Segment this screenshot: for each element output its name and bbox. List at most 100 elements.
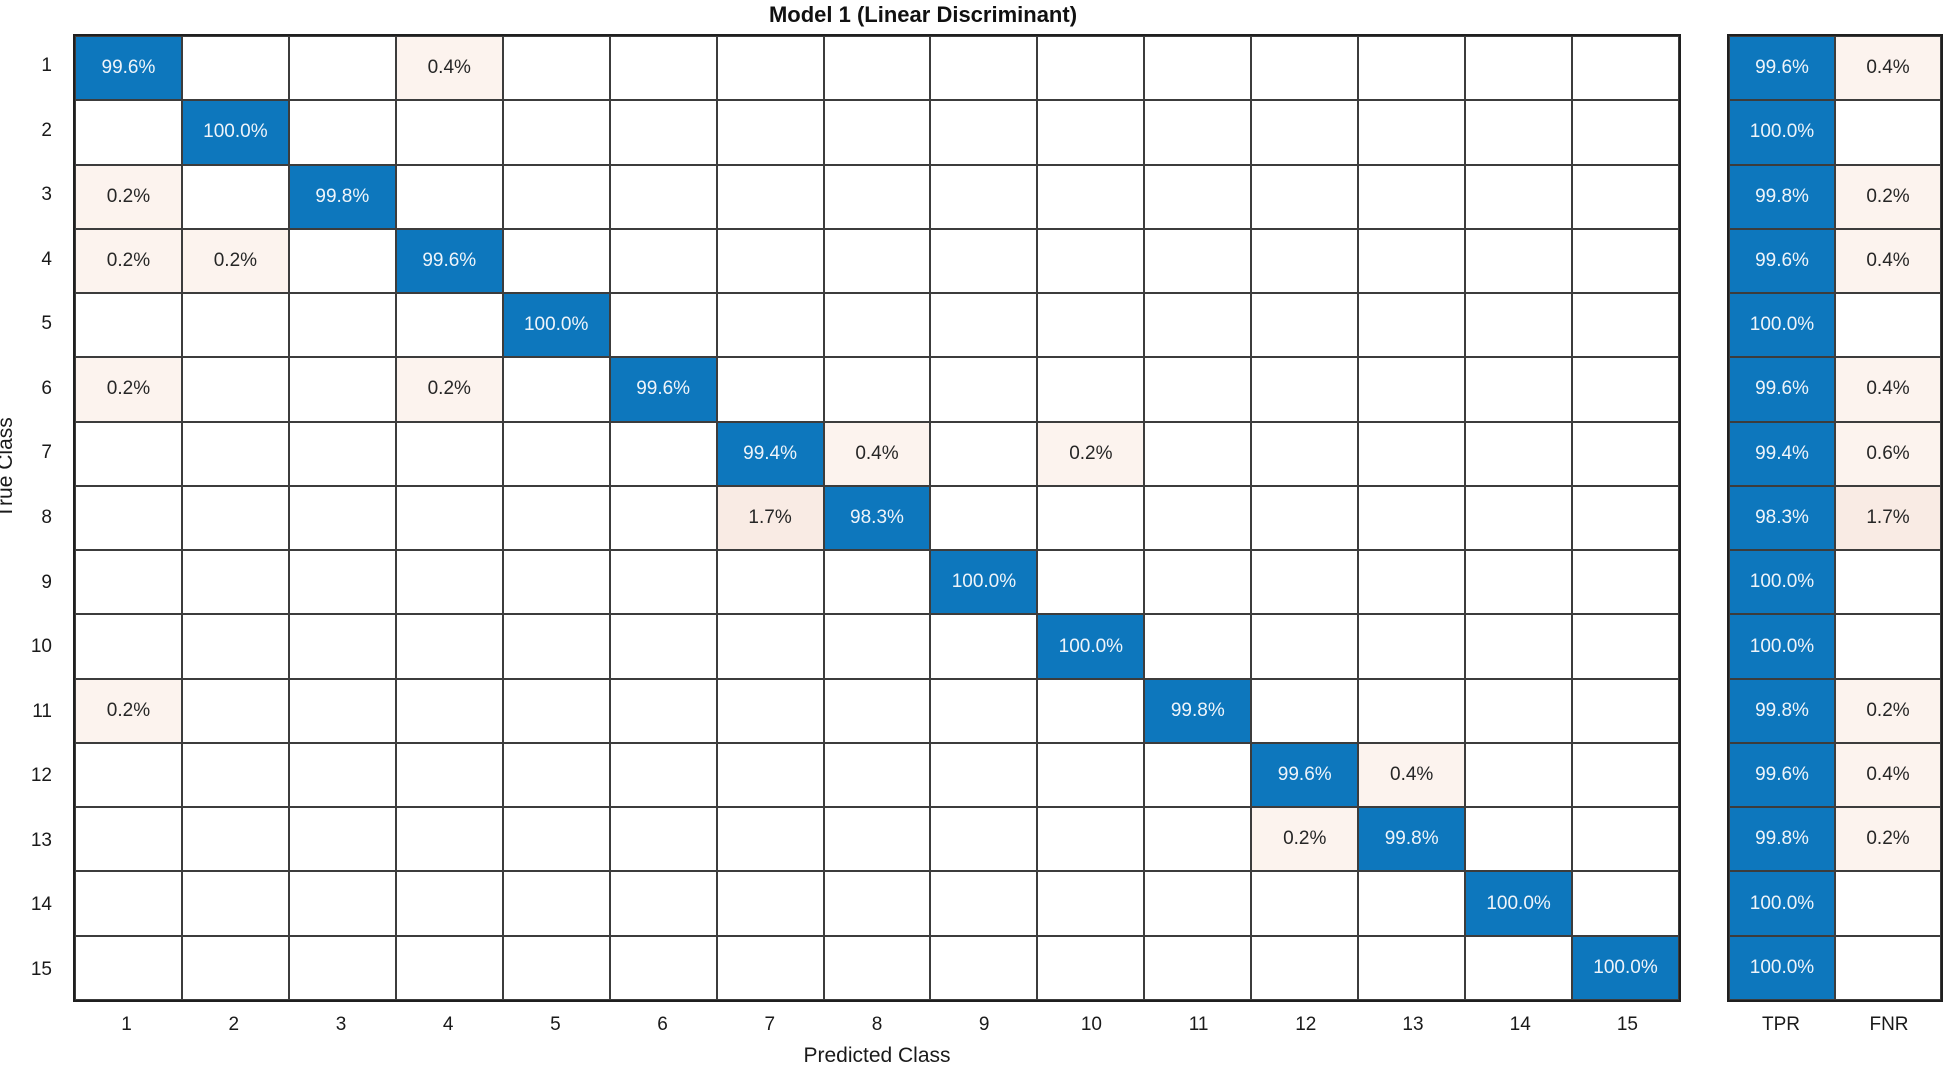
matrix-cell <box>1572 421 1679 486</box>
matrix-cell <box>1251 421 1359 486</box>
fnr-cell: 0.4% <box>1835 36 1941 101</box>
matrix-cell <box>75 100 182 165</box>
matrix-cell <box>1251 935 1359 1000</box>
matrix-cell <box>395 871 503 936</box>
matrix-cell <box>930 614 1038 679</box>
matrix-cell <box>1251 678 1359 743</box>
matrix-cell: 99.4% <box>716 421 824 486</box>
x-tick-label: 9 <box>978 1014 990 1035</box>
matrix-cell <box>823 228 931 294</box>
matrix-cell <box>395 100 503 165</box>
chart-title: Model 1 (Linear Discriminant) <box>768 2 1078 27</box>
matrix-cell <box>1144 293 1252 358</box>
matrix-cell <box>716 678 824 743</box>
matrix-cell <box>75 871 182 936</box>
matrix-cell <box>75 293 182 358</box>
matrix-cell: 99.6% <box>75 36 182 101</box>
matrix-cell <box>609 678 717 743</box>
matrix-cell <box>1572 36 1679 101</box>
tpr-cell: 100.0% <box>1729 100 1835 165</box>
matrix-cell <box>1572 678 1679 743</box>
matrix-cell <box>288 421 396 486</box>
matrix-cell <box>716 742 824 808</box>
tpr-cell: 99.6% <box>1729 228 1835 294</box>
matrix-cell <box>609 421 717 486</box>
matrix-cell <box>1251 357 1359 422</box>
matrix-cell <box>823 164 931 229</box>
x-tick-label: 10 <box>1080 1014 1102 1035</box>
matrix-cell: 0.2% <box>75 164 182 229</box>
matrix-cell <box>1465 678 1573 743</box>
matrix-cell <box>1358 678 1466 743</box>
matrix-cell: 99.6% <box>395 228 503 294</box>
matrix-cell <box>288 228 396 294</box>
matrix-cell <box>609 100 717 165</box>
matrix-cell <box>1037 100 1145 165</box>
matrix-cell <box>395 485 503 551</box>
matrix-cell: 0.2% <box>181 228 289 294</box>
x-tick-label: 8 <box>871 1014 883 1035</box>
fnr-cell: 0.6% <box>1835 421 1941 486</box>
x-axis-label: Predicted Class <box>803 1044 951 1067</box>
matrix-cell <box>75 550 182 615</box>
matrix-cell <box>1251 293 1359 358</box>
matrix-cell <box>1358 36 1466 101</box>
matrix-cell: 100.0% <box>181 100 289 165</box>
tpr-cell: 99.6% <box>1729 36 1835 101</box>
matrix-cell <box>1358 293 1466 358</box>
x-tick-label: 2 <box>228 1014 240 1035</box>
y-tick-label: 11 <box>32 700 52 722</box>
matrix-cell <box>502 550 610 615</box>
matrix-cell <box>288 678 396 743</box>
matrix-cell: 0.4% <box>1358 742 1466 808</box>
matrix-cell <box>181 678 289 743</box>
matrix-cell <box>1037 742 1145 808</box>
matrix-cell <box>1144 871 1252 936</box>
matrix-cell <box>502 100 610 165</box>
y-tick-label: 12 <box>30 765 52 787</box>
matrix-cell <box>823 100 931 165</box>
tpr-cell: 99.8% <box>1729 164 1835 229</box>
matrix-cell <box>1251 100 1359 165</box>
matrix-cell: 0.4% <box>395 36 503 101</box>
matrix-cell <box>288 614 396 679</box>
matrix-cell: 1.7% <box>716 485 824 551</box>
matrix-cell <box>75 742 182 808</box>
fnr-cell <box>1835 100 1941 165</box>
matrix-cell <box>823 871 931 936</box>
x-tick-label: 13 <box>1402 1014 1424 1035</box>
matrix-cell: 99.6% <box>609 357 717 422</box>
matrix-cell: 99.8% <box>288 164 396 229</box>
matrix-cell: 99.6% <box>1251 742 1359 808</box>
x-tick-label: 5 <box>550 1014 561 1035</box>
matrix-cell <box>716 293 824 358</box>
matrix-cell <box>288 550 396 615</box>
fnr-cell: 1.7% <box>1835 485 1941 551</box>
matrix-cell <box>395 935 503 1000</box>
fnr-cell <box>1835 614 1941 679</box>
x-tick-label: 11 <box>1188 1014 1209 1035</box>
y-tick-label: 15 <box>30 958 52 980</box>
matrix-cell <box>1144 228 1252 294</box>
matrix-cell <box>1358 935 1466 1000</box>
matrix-cell <box>288 742 396 808</box>
matrix-cell <box>1037 293 1145 358</box>
y-tick-label: 6 <box>41 377 52 399</box>
matrix-cell <box>930 807 1038 872</box>
x-tick-label: 14 <box>1509 1014 1531 1035</box>
tpr-cell: 100.0% <box>1729 614 1835 679</box>
matrix-cell: 0.2% <box>75 357 182 422</box>
matrix-cell <box>181 550 289 615</box>
matrix-cell <box>823 614 931 679</box>
matrix-cell <box>609 614 717 679</box>
matrix-cell <box>930 485 1038 551</box>
matrix-cell <box>395 807 503 872</box>
matrix-cell <box>288 935 396 1000</box>
tpr-cell: 100.0% <box>1729 871 1835 936</box>
matrix-cell <box>1358 550 1466 615</box>
matrix-cell <box>1144 100 1252 165</box>
y-tick-label: 3 <box>41 184 52 206</box>
matrix-cell: 0.2% <box>395 357 503 422</box>
matrix-cell <box>1465 485 1573 551</box>
matrix-cell <box>395 742 503 808</box>
